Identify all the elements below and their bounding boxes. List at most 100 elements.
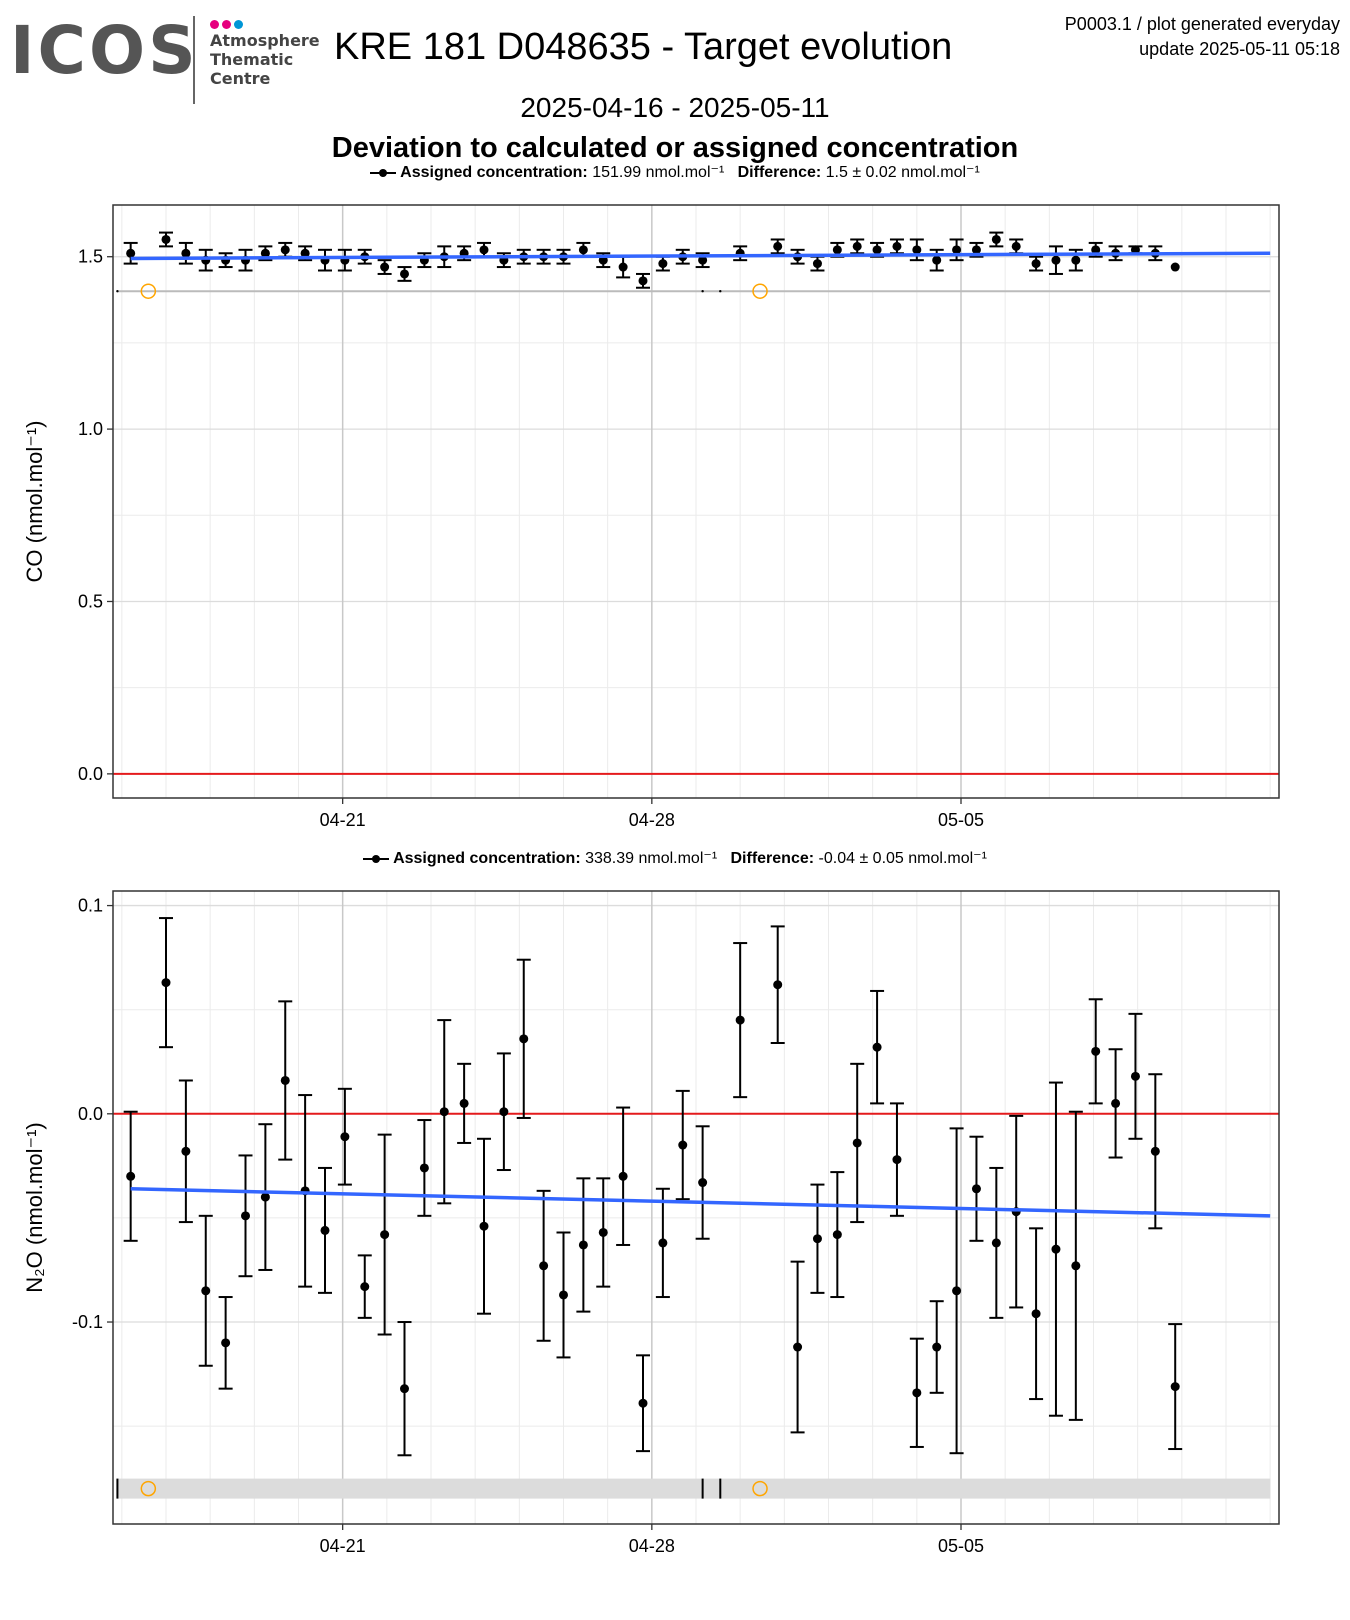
- data-point: [380, 1230, 390, 1240]
- data-point: [400, 1384, 409, 1394]
- y-tick-label: 0.0: [78, 764, 103, 784]
- data-point: [832, 245, 842, 255]
- data-point: [1031, 259, 1041, 269]
- logo-text-line: Centre: [210, 69, 271, 88]
- data-point: [1071, 1261, 1081, 1271]
- data-point: [1091, 245, 1101, 255]
- logo-dots: [210, 16, 246, 34]
- logo-dot: [222, 20, 231, 29]
- data-point: [459, 1098, 469, 1108]
- legend-assigned-value: 151.99 nmol.mol⁻¹: [592, 164, 725, 181]
- data-point: [991, 234, 1001, 244]
- data-point: [698, 255, 708, 265]
- y-tick-label: 1.0: [78, 419, 103, 439]
- data-point: [126, 1171, 136, 1181]
- icos-logo: ICOS: [10, 12, 199, 89]
- data-point: [181, 1146, 191, 1156]
- y-tick-label: 1.5: [78, 247, 103, 267]
- data-point: [971, 1184, 981, 1194]
- data-point: [559, 1290, 568, 1300]
- x-tick-label: 04-28: [629, 1536, 675, 1556]
- data-point: [260, 248, 270, 258]
- data-point: [872, 245, 882, 255]
- y-tick-label: 0.0: [78, 1104, 103, 1124]
- note-line: P0003.1 / plot generated everyday: [1064, 14, 1340, 34]
- y-tick-label: -0.1: [72, 1312, 103, 1332]
- data-point: [181, 248, 191, 258]
- data-point: [1170, 262, 1180, 272]
- data-point: [380, 262, 390, 272]
- data-point: [280, 1075, 290, 1085]
- data-point: [618, 262, 628, 272]
- flag-circle: [752, 1480, 768, 1497]
- data-point: [419, 1163, 429, 1173]
- data-point: [1091, 1046, 1101, 1056]
- data-point: [793, 1342, 803, 1352]
- data-point: [698, 1178, 708, 1188]
- plot-heading: Deviation to calculated or assigned conc…: [331, 132, 1019, 164]
- logo-text-line: Thematic: [210, 50, 294, 69]
- data-point: [280, 245, 290, 255]
- flag-band: [117, 1478, 1271, 1499]
- data-point: [658, 259, 668, 269]
- flag-circle: [752, 283, 768, 299]
- flag-tick: [116, 289, 119, 293]
- legend-diff-value: 1.5 ± 0.02 nmol.mol⁻¹: [825, 164, 980, 181]
- data-point: [852, 241, 862, 251]
- data-point: [578, 1240, 588, 1250]
- legend-point-icon: [370, 168, 397, 177]
- trend-line: [130, 1187, 1271, 1218]
- data-point: [598, 1227, 608, 1237]
- note-line: update 2025-05-11 05:18: [1139, 39, 1340, 59]
- data-point: [932, 1342, 942, 1352]
- legend-diff-label: Difference:: [730, 850, 815, 867]
- data-point: [971, 245, 981, 255]
- data-point: [519, 1034, 529, 1044]
- data-point: [300, 248, 310, 258]
- logo-text-line: Atmosphere: [210, 31, 320, 50]
- data-point: [991, 1238, 1001, 1248]
- data-point: [932, 255, 942, 265]
- data-point: [479, 1221, 489, 1231]
- data-point: [892, 1155, 902, 1165]
- data-point: [638, 276, 648, 286]
- legend-assigned-label: Assigned concentration:: [393, 850, 581, 867]
- data-point: [221, 1338, 231, 1348]
- x-tick-label: 04-21: [320, 810, 366, 830]
- legend-diff-label: Difference:: [737, 164, 822, 181]
- data-point: [1111, 1098, 1121, 1108]
- page-title: KRE 181 D048635 - Target evolution: [334, 26, 953, 68]
- data-point: [578, 245, 588, 255]
- data-point: [340, 1132, 350, 1142]
- data-point: [872, 1042, 882, 1052]
- x-tick-label: 04-21: [320, 1536, 366, 1556]
- data-point: [201, 1286, 211, 1296]
- data-point: [400, 269, 409, 279]
- data-point: [161, 234, 171, 244]
- data-point: [952, 245, 962, 255]
- legend-assigned-value: 338.39 nmol.mol⁻¹: [585, 850, 718, 867]
- data-point: [499, 1107, 509, 1117]
- data-point: [832, 1230, 842, 1240]
- flag-circle: [140, 1480, 157, 1497]
- data-point: [241, 1211, 250, 1221]
- trend-line: [130, 251, 1271, 261]
- data-point: [735, 1015, 745, 1025]
- x-tick-label: 05-05: [938, 1536, 984, 1556]
- co-legend: Assigned concentration: 151.99 nmol.mol⁻…: [0, 162, 1350, 182]
- data-point: [360, 1282, 370, 1292]
- x-tick-label: 05-05: [938, 810, 984, 830]
- data-point: [439, 1107, 449, 1117]
- data-point: [773, 980, 783, 990]
- data-point: [539, 1261, 549, 1271]
- data-point: [1031, 1309, 1041, 1319]
- data-point: [952, 1286, 962, 1296]
- chart-panel-0: 0.0 0.5 1.0 1.5 04-21 04-28 05-05 CO (nmol.mol⁻…: [22, 204, 1280, 830]
- data-point: [638, 1398, 648, 1408]
- data-point: [126, 248, 136, 258]
- date-range: 2025-04-16 - 2025-05-11: [520, 92, 830, 123]
- data-point: [852, 1138, 862, 1148]
- data-point: [892, 241, 902, 251]
- logo-separator: [193, 16, 195, 104]
